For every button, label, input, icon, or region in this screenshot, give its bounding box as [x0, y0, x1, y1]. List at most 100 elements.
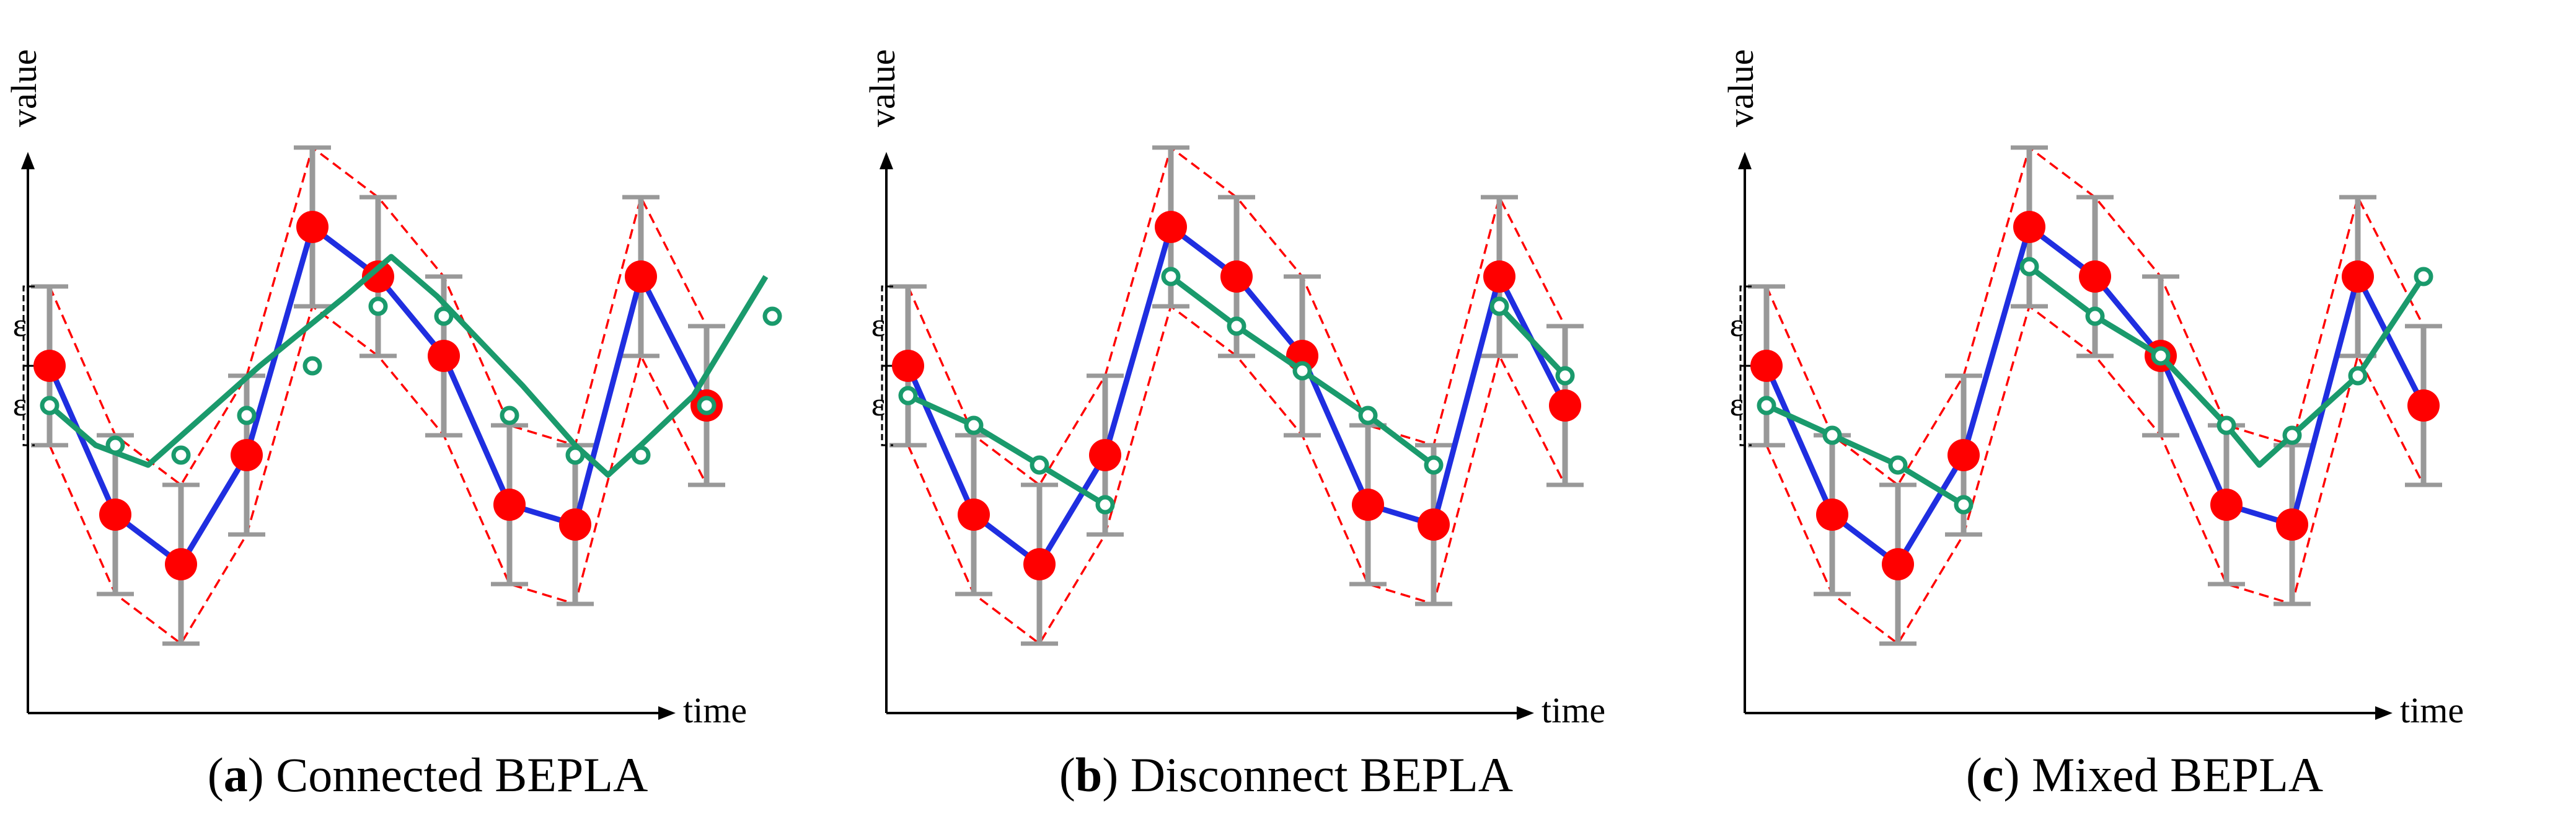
approximation-point	[2019, 257, 2039, 277]
approximation-point	[1227, 316, 1246, 336]
x-axis-arrow	[1517, 706, 1534, 720]
approximation-point	[1292, 361, 1312, 381]
original-data-point	[493, 489, 526, 521]
epsilon-bracket	[881, 365, 893, 446]
epsilon-label: ε	[13, 386, 27, 423]
caption-b: (b) Disconnect BEPLA	[1059, 748, 1514, 802]
approximation-point	[1888, 455, 1908, 475]
approximation-point	[40, 396, 60, 415]
approximation-point	[2414, 267, 2433, 286]
approximation-point	[2282, 425, 2302, 445]
original-data-point	[1418, 508, 1450, 541]
y-axis-label: value	[1721, 49, 1761, 127]
original-data-point	[1023, 548, 1056, 580]
original-data-point	[1750, 350, 1783, 382]
approximation-segment	[2027, 264, 2426, 468]
lower-bound-line	[907, 304, 1566, 645]
approximation-point	[500, 406, 519, 425]
approximation-point	[898, 386, 918, 406]
approximation-point	[1424, 455, 1444, 475]
original-data-point	[296, 211, 329, 243]
epsilon-bracket	[1739, 285, 1752, 367]
epsilon-label: ε	[13, 306, 27, 344]
original-data-point	[958, 499, 990, 531]
caption-a-letter: a	[223, 748, 248, 802]
caption-c-letter: c	[1982, 748, 2004, 802]
epsilon-bracket	[1739, 365, 1752, 446]
lower-bound-line	[1765, 304, 2425, 645]
approximation-segment	[1765, 402, 1965, 507]
approximation-segment	[907, 392, 1107, 507]
caption-a: (a) Connected BEPLA	[207, 748, 648, 802]
x-axis-arrow	[658, 706, 676, 720]
approximation-point	[1095, 495, 1115, 515]
approximation-point	[2151, 346, 2171, 366]
chart-panel-b: time value ε ε	[862, 49, 1605, 730]
caption-c-title: Mixed BEPLA	[2031, 748, 2324, 802]
approximation-point	[1822, 425, 1842, 445]
approximation-point	[1757, 396, 1776, 415]
y-axis-arrow	[21, 152, 35, 169]
caption-a-title: Connected BEPLA	[276, 748, 648, 802]
epsilon-label: ε	[1730, 306, 1744, 344]
original-data-point	[2013, 211, 2045, 243]
approximation-point	[565, 445, 585, 465]
approximation-segment	[48, 254, 769, 478]
approximation-point	[1161, 267, 1181, 286]
original-data-point	[428, 340, 460, 372]
epsilon-bracket	[881, 285, 893, 367]
approximation-point	[1555, 366, 1575, 386]
approximation-point	[697, 396, 717, 415]
approximation-point	[368, 296, 388, 316]
original-data-point	[362, 260, 394, 293]
original-data-point	[99, 499, 131, 531]
y-axis-arrow	[1738, 152, 1752, 169]
x-axis-label: time	[2400, 690, 2464, 730]
x-axis-label: time	[1542, 690, 1605, 730]
original-data-point	[2407, 389, 2440, 422]
caption-c: (c) Mixed BEPLA	[1965, 748, 2324, 802]
upper-bound-line	[1765, 146, 2425, 487]
original-data-point	[1816, 499, 1848, 531]
caption-b-letter: b	[1075, 748, 1103, 802]
approximation-point	[631, 445, 651, 465]
upper-bound-line	[907, 146, 1566, 487]
original-data-point	[892, 350, 924, 382]
original-data-point	[559, 508, 591, 541]
original-data-point	[1220, 260, 1253, 293]
epsilon-label: ε	[871, 386, 886, 423]
approximation-point	[2085, 306, 2105, 326]
original-data-point	[165, 548, 197, 580]
lower-bound-line	[48, 304, 708, 645]
y-axis-arrow	[880, 152, 893, 169]
upper-bound-line	[48, 146, 708, 487]
approximation-point	[2217, 415, 2236, 435]
approximation-point	[2348, 366, 2368, 386]
original-data-point	[1947, 439, 1980, 471]
epsilon-label: ε	[871, 306, 886, 344]
approximation-point	[1489, 296, 1509, 316]
y-axis-label: value	[4, 49, 44, 127]
original-data-point	[231, 439, 263, 471]
chart-panel-c: time value ε ε	[1721, 49, 2464, 730]
original-data-point	[1089, 439, 1121, 471]
epsilon-bracket	[22, 285, 35, 367]
epsilon-bracket	[22, 365, 35, 446]
approximation-segment	[1497, 304, 1568, 378]
approximation-point	[237, 406, 257, 425]
original-data-point	[33, 350, 66, 382]
original-data-point	[2210, 489, 2243, 521]
original-data-point	[1549, 389, 1581, 422]
approximation-point	[964, 415, 984, 435]
y-axis-label: value	[862, 49, 902, 127]
approximation-point	[171, 445, 191, 465]
original-data-point	[625, 260, 657, 293]
original-data-point	[1483, 260, 1515, 293]
x-axis-label: time	[683, 690, 747, 730]
caption-b-title: Disconnect BEPLA	[1130, 748, 1514, 802]
approximation-point	[1030, 455, 1049, 475]
approximation-point	[762, 306, 782, 326]
original-data-point	[1882, 548, 1914, 580]
approximation-point	[1954, 495, 1974, 515]
